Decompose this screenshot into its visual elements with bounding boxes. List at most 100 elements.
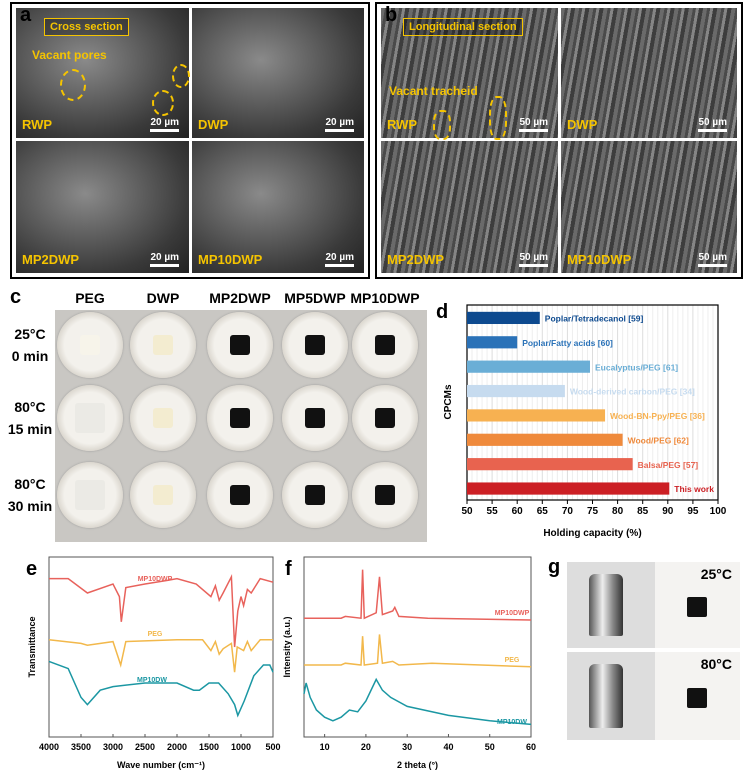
temperature: 80°C	[14, 476, 46, 492]
tick-label: 100	[710, 506, 727, 517]
panel-c-photo	[55, 310, 427, 542]
series-label: MP10DWP	[138, 576, 173, 583]
pore-outline	[60, 69, 86, 101]
tick-label: 10	[320, 742, 330, 752]
tick-label: 85	[637, 506, 649, 517]
spectrum-line	[304, 569, 532, 621]
panel-letter: e	[26, 558, 37, 580]
bar	[467, 409, 606, 422]
petri-dish	[352, 312, 418, 378]
section-title: Longitudinal section	[403, 18, 523, 36]
image-label: RWP	[387, 117, 418, 132]
time: 15 min	[7, 421, 53, 437]
bar	[467, 482, 670, 495]
spectrum-line	[303, 677, 532, 726]
sample	[230, 485, 250, 505]
x-axis-label: Holding capacity (%)	[543, 528, 641, 539]
sample	[153, 408, 173, 428]
panel-letter: b	[385, 4, 398, 26]
sample	[153, 485, 173, 505]
tracheid-outline	[489, 96, 507, 140]
image-label: MP10DWP	[567, 252, 632, 267]
petri-dish	[282, 385, 348, 451]
weight-icon	[589, 574, 623, 636]
weight-icon	[589, 664, 623, 728]
sem-image-mp10dwp: MP10DWP 50 µm	[561, 141, 737, 273]
tick-label: 1000	[231, 742, 251, 752]
series-label: PEG	[505, 657, 520, 664]
tick-label: 65	[537, 506, 549, 517]
tick-label: 80	[612, 506, 624, 517]
panel-letter: g	[548, 556, 561, 578]
column-header: DWP	[146, 290, 180, 306]
y-axis-label: CPCMs	[443, 384, 454, 419]
bar-label: Wood-derived carbon/PEG [34]	[570, 387, 695, 397]
panel-letter: d	[436, 301, 448, 323]
tick-label: 30	[402, 742, 412, 752]
tick-label: 50	[461, 506, 473, 517]
petri-dish	[207, 462, 273, 528]
petri-dish	[130, 385, 196, 451]
sem-image-mp10dwp: MP10DWP 20 µm	[192, 141, 364, 273]
spectrum-line	[48, 660, 274, 718]
tick-label: 50	[485, 742, 495, 752]
sample	[153, 335, 173, 355]
tick-label: 500	[265, 742, 280, 752]
scale-bar: 50 µm	[519, 117, 548, 132]
sem-image-dwp: DWP 50 µm	[561, 8, 737, 138]
tick-label: 60	[526, 742, 536, 752]
column-header: MP5DWP	[284, 290, 346, 306]
time: 0 min	[11, 348, 49, 364]
sem-image-rwp: RWP 50 µm	[381, 8, 558, 138]
petri-dish	[57, 385, 123, 451]
tracheid-outline	[433, 110, 451, 140]
petri-dish	[207, 312, 273, 378]
series-label: MP10DW	[137, 677, 167, 684]
tick-label: 75	[587, 506, 599, 517]
plot-frame	[48, 556, 274, 738]
temperature-label: 25°C	[700, 566, 732, 582]
petri-dish	[352, 385, 418, 451]
column-header: MP2DWP	[209, 290, 271, 306]
annotation: Vacant tracheid	[389, 84, 478, 98]
sem-image-mp2dwp: MP2DWP 50 µm	[381, 141, 558, 273]
tick-label: 3000	[103, 742, 123, 752]
panel-g-photo-top: 25°C	[567, 562, 740, 648]
bar-label: This work	[674, 484, 714, 494]
sem-image-dwp: DWP 20 µm	[192, 8, 364, 138]
y-axis-label: Intensity (a.u.)	[282, 616, 292, 677]
tick-label: 3500	[71, 742, 91, 752]
scale-bar: 20 µm	[150, 117, 179, 132]
tick-label: 2000	[167, 742, 187, 752]
petri-dish	[130, 312, 196, 378]
bar-label: Poplar/Tetradecanol [59]	[545, 314, 644, 324]
panel-letter: f	[285, 558, 292, 580]
scale-bar: 20 µm	[150, 252, 179, 267]
bar-label: Wood-BN-Ppy/PEG [36]	[610, 411, 705, 421]
tick-label: 20	[361, 742, 371, 752]
petri-dish	[282, 312, 348, 378]
petri-dish	[57, 312, 123, 378]
sample	[230, 408, 250, 428]
temperature: 25°C	[14, 326, 46, 342]
time: 30 min	[7, 498, 53, 514]
row-label: 25°C 0 min	[5, 323, 55, 367]
petri-dish	[130, 462, 196, 528]
petri-dish	[207, 385, 273, 451]
petri-dish	[57, 462, 123, 528]
bar-label: Wood/PEG [62]	[628, 435, 689, 445]
panel-a: RWP 20 µm DWP 20 µm MP2DWP 20 µm MP10DWP 20 …	[10, 2, 370, 279]
tick-label: 95	[687, 506, 699, 517]
image-label: DWP	[198, 117, 229, 132]
sem-image-mp2dwp: MP2DWP 20 µm	[16, 141, 189, 273]
panel-letter: c	[10, 286, 22, 308]
scale-bar: 50 µm	[519, 252, 548, 267]
annotation: Vacant pores	[32, 48, 107, 62]
tick-label: 1500	[199, 742, 219, 752]
sample	[687, 597, 707, 617]
tick-label: 4000	[39, 742, 59, 752]
scale-bar: 20 µm	[325, 117, 354, 132]
tick-label: 70	[562, 506, 574, 517]
column-header: PEG	[75, 290, 105, 306]
